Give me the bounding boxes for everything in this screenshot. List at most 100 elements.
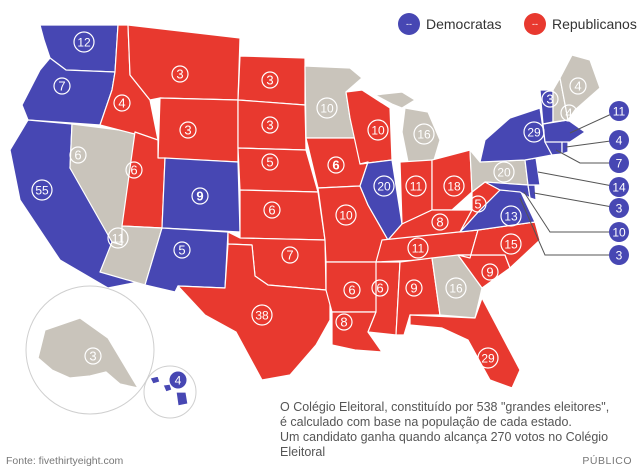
- ev-ring-me: [569, 77, 587, 95]
- legend-dot-democrats: --: [398, 13, 420, 35]
- ev-label-wi: 10: [371, 124, 385, 138]
- ev-ring-mn: [316, 97, 338, 119]
- ev-label-ms: 6: [376, 281, 383, 296]
- ev-badge-md: [609, 222, 629, 242]
- ev-ring-wi: [367, 119, 389, 141]
- ev-ring-ny: [523, 121, 545, 143]
- ev-label-ri: 4: [616, 134, 623, 148]
- ev-label-md: 10: [612, 226, 626, 240]
- state-ohio[interactable]: [431, 149, 473, 211]
- ev-badge-de: [609, 198, 629, 218]
- ev-ring-in: [405, 175, 427, 197]
- leader-lines: [519, 110, 619, 256]
- ev-label-mt: 3: [176, 67, 183, 82]
- ev-label-nc: 15: [504, 238, 518, 252]
- ev-ring-ne: [261, 153, 279, 171]
- ev-label-ak: 3: [89, 349, 96, 364]
- state-florida[interactable]: [409, 297, 521, 389]
- ev-label-az: 11: [112, 232, 125, 246]
- ev-label-ga: 16: [449, 282, 463, 296]
- state-maryland[interactable]: [484, 181, 531, 199]
- ev-ring-ak: [84, 347, 102, 365]
- state-new-york[interactable]: [479, 107, 553, 163]
- ev-ring-wa: [73, 31, 95, 53]
- ev-ring-or: [53, 77, 71, 95]
- ev-ring-fl: [477, 347, 499, 369]
- ev-ring-oh: [443, 175, 465, 197]
- ev-ring-nh: [560, 104, 578, 122]
- ev-ring-ky: [431, 213, 449, 231]
- state-texas[interactable]: [177, 243, 331, 381]
- legend-label-democrats: Democratas: [426, 16, 502, 32]
- ev-label-ar: 6: [348, 283, 355, 298]
- ev-ring-pa: [493, 161, 515, 183]
- ev-label-pa: 20: [497, 166, 511, 180]
- ev-ring-ms: [371, 279, 389, 297]
- ev-label-nj: 14: [612, 181, 626, 195]
- ev-label-fl: 29: [481, 352, 495, 366]
- ev-label-va: 13: [504, 210, 518, 224]
- ev-ring-ca: [31, 179, 53, 201]
- ev-label-il: 20: [377, 180, 391, 194]
- ev-label-al: 9: [410, 281, 417, 296]
- state-kansas[interactable]: [239, 189, 326, 241]
- state-montana[interactable]: [127, 24, 241, 101]
- ev-ring-nv: [69, 146, 87, 164]
- ev-label-ny: 29: [527, 126, 541, 140]
- state-wyoming[interactable]: [157, 97, 239, 163]
- ev-ring-id: [113, 94, 131, 112]
- hawaii-inset-circle: [143, 365, 197, 419]
- ev-ring-ok: [281, 246, 299, 264]
- legend-democrats: -- Democratas: [398, 12, 501, 36]
- ev-label-oh: 18: [447, 180, 461, 194]
- ev-label-id: 4: [118, 96, 125, 111]
- source-credit: Fonte: fivethirtyeight.com: [6, 455, 124, 467]
- ev-label-hi: 4: [175, 374, 182, 388]
- state-alaska[interactable]: [37, 317, 139, 389]
- ev-label-in: 11: [410, 180, 423, 194]
- ev-ring-ar: [343, 281, 361, 299]
- state-maine[interactable]: [559, 54, 601, 121]
- ev-ring-mt: [171, 65, 189, 83]
- state-new-jersey[interactable]: [524, 157, 541, 186]
- alaska-inset-circle: [25, 285, 155, 415]
- state-mississippi[interactable]: [367, 261, 401, 336]
- ev-ring-sc: [481, 263, 499, 281]
- ev-label-ca: 55: [35, 184, 49, 198]
- ev-label-vt: 3: [546, 92, 553, 107]
- ev-label-dc: 3: [616, 249, 623, 263]
- state-georgia[interactable]: [431, 254, 483, 319]
- state-nebraska[interactable]: [237, 147, 319, 193]
- ev-ring-il: [373, 175, 395, 197]
- ev-label-wv: 5: [474, 197, 481, 212]
- ev-ring-mo: [335, 204, 357, 226]
- ev-ring-nc: [500, 233, 522, 255]
- ev-ring-ia: [327, 156, 345, 174]
- ev-ring-tn: [407, 237, 429, 259]
- ev-label-tx: 38: [255, 309, 269, 323]
- ev-label-tn: 11: [412, 242, 425, 256]
- ev-ring-va: [500, 205, 522, 227]
- legend-republicans: -- Republicanos: [524, 12, 637, 36]
- ev-label-sd: 3: [266, 118, 273, 133]
- state-hawaii[interactable]: [149, 375, 189, 407]
- ev-label-mn: 10: [320, 102, 334, 116]
- ev-label-or: 7: [58, 79, 65, 94]
- electoral-college-note: O Colégio Eleitoral, constituído por 538…: [280, 400, 630, 460]
- ev-ring-ut: [125, 161, 143, 179]
- ev-label-wa: 12: [77, 36, 91, 50]
- ev-ring-mi: [413, 123, 435, 145]
- legend-label-republicans: Republicanos: [552, 16, 637, 32]
- ev-label-ks: 6: [268, 203, 275, 218]
- ev-label-mo: 10: [339, 209, 353, 223]
- ev-label-mi: 16: [417, 128, 431, 142]
- ev-label-ne: 5: [266, 155, 273, 170]
- ev-ring-la: [335, 313, 353, 331]
- ev-ring-nd: [261, 71, 279, 89]
- ev-badge-ct: [609, 153, 629, 173]
- ev-ring-wy: [179, 121, 197, 139]
- ev-label-co: 9: [196, 189, 203, 204]
- ev-label-me: 4: [574, 79, 581, 94]
- ev-ring-vt: [541, 90, 559, 108]
